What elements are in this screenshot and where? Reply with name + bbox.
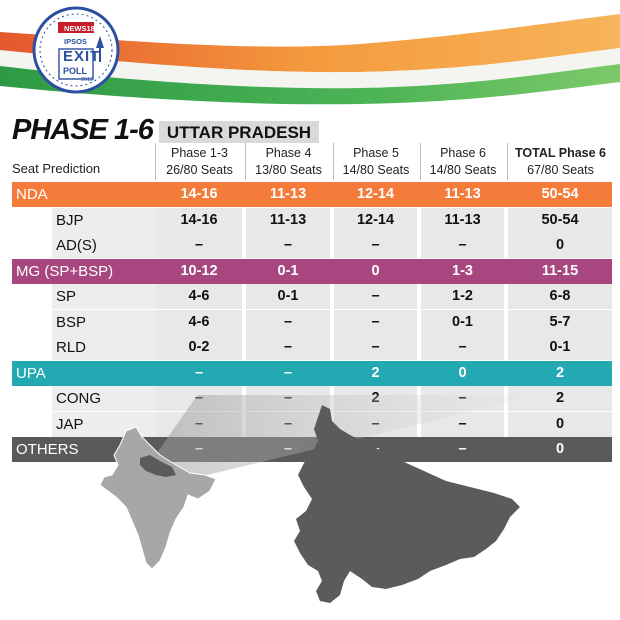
seat-value-cell: 0-1 [277, 262, 299, 279]
row-label: NDA [16, 186, 48, 203]
seat-value-cell: – [334, 284, 417, 309]
logo-year: 2019 [81, 77, 94, 83]
seat-value-cell: 50-54 [508, 207, 612, 233]
page-title: PHASE 1-6 UTTAR PRADESH [12, 113, 320, 146]
seat-value-cell: 0-1 [421, 309, 504, 335]
seat-value-cell: – [246, 335, 330, 360]
column-header: Phase 4 13/80 Seats [245, 143, 331, 180]
seat-value-cell: – [283, 364, 293, 381]
seat-value-cell: 11-13 [444, 186, 481, 202]
party-row: BSP 4-6– –0-1 5-7 [12, 309, 612, 335]
column-seats: 13/80 Seats [255, 163, 322, 177]
column-seats: 14/80 Seats [429, 163, 497, 177]
column-header: Phase 5 14/80 Seats [333, 143, 418, 180]
column-header: Phase 6 14/80 Seats [420, 143, 505, 180]
seat-value-cell: 4-6 [156, 309, 242, 335]
column-header: TOTAL Phase 6 67/80 Seats [507, 143, 613, 180]
seat-prediction-label: Seat Prediction [12, 161, 101, 176]
seat-value-cell: 11-15 [541, 262, 579, 279]
seat-value-cell: 10-12 [180, 262, 218, 279]
seat-value-cell: 5-7 [508, 309, 612, 335]
seat-value-cell: – [246, 233, 330, 258]
seat-value-cell: 0 [508, 233, 612, 258]
column-seats: 14/80 Seats [342, 163, 410, 177]
logo-poll: POLL [63, 66, 87, 76]
seat-value-cell: 4-6 [156, 284, 242, 309]
seat-value-cell: 14-16 [180, 186, 218, 202]
column-name: Phase 1-3 [171, 146, 228, 160]
tricolor-banner [0, 14, 620, 105]
party-row: RLD 0-2– – –0-1 [12, 335, 612, 360]
seat-value-cell: 11-13 [421, 207, 504, 233]
logo-exit: EXIT [63, 48, 101, 65]
column-name: Phase 5 [353, 146, 399, 160]
party-row: SP 4-6 0-1–1-2 6-8 [12, 284, 612, 309]
exit-poll-logo: NEWS18 IPSOS EXIT POLL 2019 [30, 4, 122, 96]
seat-value-cell: – [246, 309, 330, 335]
column-name: Phase 6 [440, 146, 486, 160]
row-label: MG (SP+BSP) [16, 262, 114, 280]
up-enlarged-map [294, 405, 520, 603]
column-name: Phase 4 [265, 146, 312, 160]
seat-value-cell: 0-1 [246, 284, 330, 309]
seat-value-cell: 2 [371, 364, 380, 381]
seat-value-cell: – [194, 364, 204, 381]
phase-title: PHASE 1-6 [12, 114, 154, 146]
seat-value-cell: 12-14 [356, 186, 395, 202]
seat-value-cell: 0-2 [156, 335, 242, 360]
seat-value-cell: – [156, 233, 242, 258]
column-seats: 26/80 Seats [166, 163, 233, 177]
column-seats: 67/80 Seats [527, 163, 594, 177]
party-row: AD(S) – – – –0 [12, 233, 612, 258]
seat-value-cell: 12-14 [334, 207, 417, 233]
alliance-row: MG (SP+BSP) 10-12 0-1 0 1-3 11-15 [12, 258, 612, 284]
india-map [99, 426, 217, 570]
seat-value-cell: – [334, 335, 417, 360]
seat-value-cell: 11-13 [246, 207, 330, 233]
seat-value-cell: – [334, 309, 417, 335]
seat-value-cell: 0 [371, 262, 380, 279]
uttar-pradesh-map [99, 395, 520, 603]
seat-value-cell: 50-54 [541, 186, 579, 202]
ashoka-chakra-icon [32, 6, 120, 94]
seat-value-cell: 2 [508, 386, 612, 411]
seat-value-cell: 1-2 [421, 284, 504, 309]
seat-value-cell: 0-1 [508, 335, 612, 360]
seat-value-cell: 0 [458, 364, 467, 381]
seat-value-cell: 2 [555, 364, 565, 381]
logo-partner: IPSOS [64, 37, 87, 46]
seat-value-cell: – [421, 335, 504, 360]
seat-value-cell: 1-3 [452, 262, 473, 279]
row-label: OTHERS [16, 441, 79, 458]
seat-value-cell: – [458, 441, 467, 457]
alliance-row: UPA – – 2 0 2 [12, 360, 612, 386]
seat-value-cell: – [421, 233, 504, 258]
logo-brand: NEWS18 [64, 24, 95, 33]
seat-value-cell: 0 [555, 441, 565, 457]
column-header: Phase 1-3 26/80 Seats [155, 143, 243, 180]
party-row: BJP 14-16 11-13 12-14 11-13 50-54 [12, 207, 612, 233]
up-on-india-map [140, 455, 176, 477]
state-title: UTTAR PRADESH [158, 121, 320, 143]
row-label: UPA [16, 364, 46, 382]
seat-value-cell: 11-13 [269, 186, 307, 202]
seat-value-cell: 6-8 [508, 284, 612, 309]
alliance-row: NDA 14-16 11-13 12-14 11-13 50-54 [12, 182, 612, 207]
seat-value-cell: 14-16 [156, 207, 242, 233]
column-name: TOTAL Phase 6 [514, 146, 606, 160]
seat-value-cell: – [334, 233, 417, 258]
seat-value-cell: 0 [508, 411, 612, 437]
